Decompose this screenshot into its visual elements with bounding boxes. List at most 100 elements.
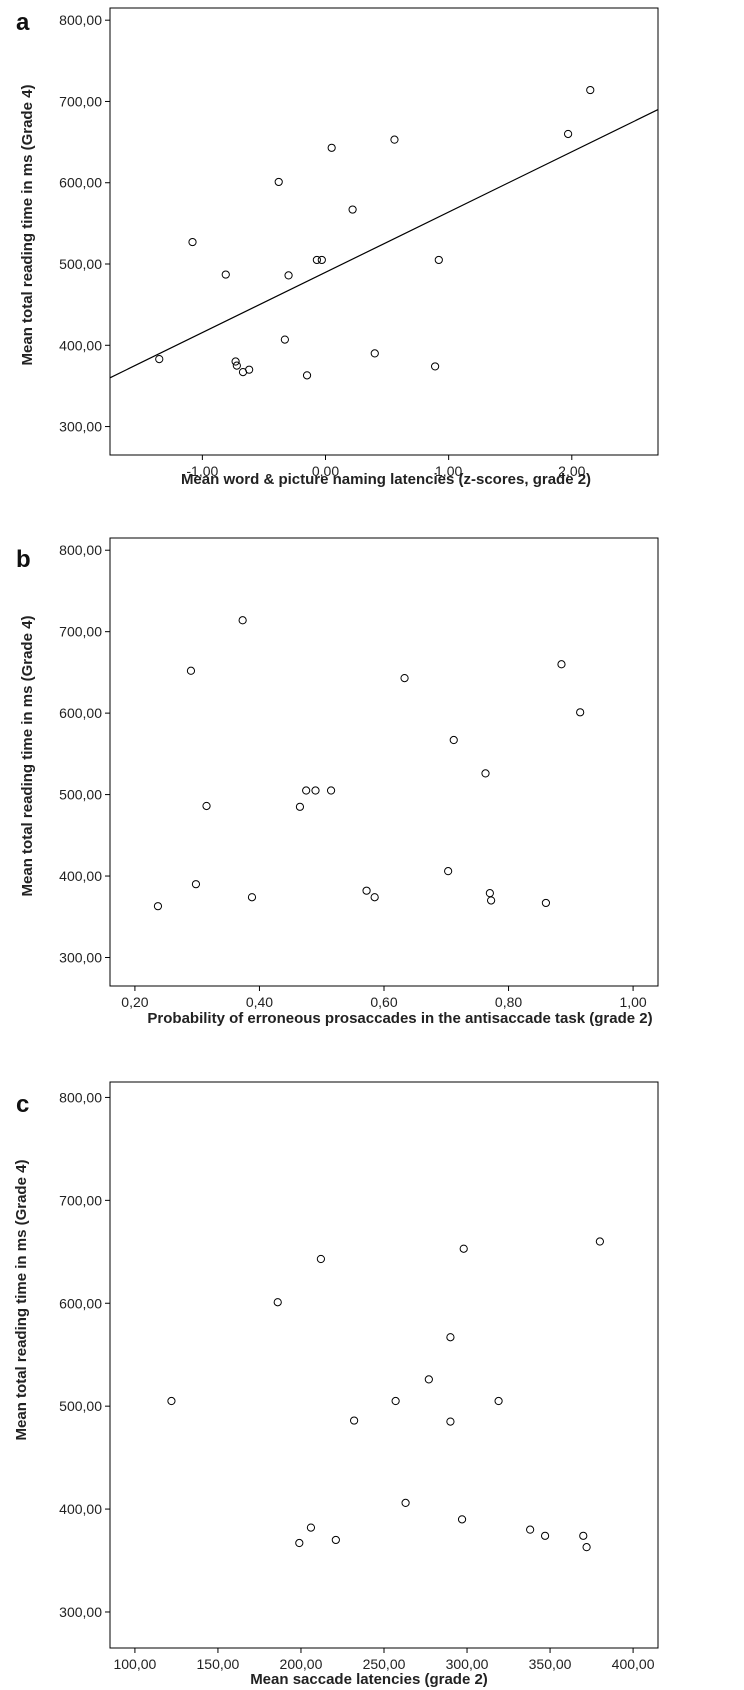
panel-c: c Mean total reading time in ms (Grade 4… bbox=[13, 1081, 659, 1688]
panel-c-plot-frame bbox=[109, 1081, 659, 1649]
panel-a-x-tick-label: 1,00 bbox=[435, 463, 462, 479]
panel-a-data-point bbox=[370, 349, 379, 358]
panel-a-data-point bbox=[564, 129, 573, 139]
panel-a-y-tick-label: 300,00 bbox=[59, 419, 102, 435]
panel-a-x-tick-label: 2,00 bbox=[558, 463, 585, 479]
panel-c-y-tick-label: 600,00 bbox=[59, 1295, 102, 1311]
panel-b-data-point bbox=[153, 902, 163, 911]
panel-a-data-point bbox=[586, 85, 595, 95]
panel-b-data-point bbox=[481, 769, 490, 778]
panel-a-y-tick-label: 400,00 bbox=[59, 337, 102, 353]
panel-a-plot-frame bbox=[109, 7, 659, 456]
panel-b-data-point bbox=[362, 886, 371, 895]
panel-a-data-point bbox=[312, 255, 321, 265]
panel-a-data-point bbox=[245, 365, 254, 374]
panel-c-x-tick-label: 300,00 bbox=[446, 1656, 489, 1672]
panel-a-data-point bbox=[221, 270, 230, 279]
panel-c-data-point bbox=[306, 1523, 316, 1532]
panel-a-x-tick-label: 0,00 bbox=[312, 463, 339, 479]
panel-c-data-point bbox=[446, 1417, 455, 1426]
panel-a-x-axis-label: Mean word & picture naming latencies (z-… bbox=[181, 471, 591, 488]
panel-b-data-point bbox=[576, 708, 585, 717]
panel-b-y-tick-label: 400,00 bbox=[59, 868, 102, 884]
panel-c-data-point bbox=[350, 1416, 359, 1425]
panel-b-y-tick-label: 300,00 bbox=[59, 949, 102, 965]
panel-a-data-point bbox=[317, 255, 326, 265]
panel-b-y-tick-label: 800,00 bbox=[59, 542, 102, 558]
panel-c-x-tick-label: 350,00 bbox=[529, 1656, 572, 1672]
panel-c-data-point bbox=[540, 1531, 550, 1540]
panel-c-data-point bbox=[424, 1375, 433, 1384]
panel-b-data-point bbox=[238, 616, 247, 625]
panel-b-x-tick-label: 0,80 bbox=[495, 994, 522, 1010]
panel-a-data-point bbox=[280, 335, 289, 344]
panel-a-data-point bbox=[431, 362, 440, 371]
panel-a-fit-line bbox=[109, 109, 659, 379]
panel-c-letter: c bbox=[16, 1091, 29, 1118]
panel-c-data-point bbox=[295, 1538, 304, 1548]
panel-b-data-point bbox=[541, 898, 551, 908]
panel-c-data-point bbox=[457, 1515, 467, 1524]
panel-a-data-point bbox=[231, 357, 240, 366]
panel-b-data-point bbox=[444, 867, 453, 876]
panel-a-y-axis-label: Mean total reading time in ms (Grade 4) bbox=[19, 85, 36, 366]
panel-a-data-point bbox=[390, 135, 399, 144]
panel-b-x-axis-label: Probability of erroneous prosaccades in … bbox=[147, 1010, 652, 1027]
panel-b-data-point bbox=[487, 896, 496, 905]
panel-a-y-tick-label: 600,00 bbox=[59, 175, 102, 191]
panel-a-letter: a bbox=[16, 9, 30, 36]
panel-c-x-axis-label: Mean saccade latencies (grade 2) bbox=[250, 1671, 488, 1688]
panel-a-data-point bbox=[232, 361, 241, 370]
panel-b-data-point bbox=[311, 786, 320, 795]
panel-c-x-tick-label: 200,00 bbox=[280, 1656, 323, 1672]
panel-a-data-point bbox=[302, 371, 312, 380]
panel-c-data-point bbox=[595, 1237, 604, 1246]
panel-b-data-point bbox=[191, 880, 201, 889]
panel-b: b Mean total reading time in ms (Grade 4… bbox=[16, 537, 659, 1027]
panel-a-y-tick-label: 500,00 bbox=[59, 256, 102, 272]
panel-c-y-tick-label: 300,00 bbox=[59, 1604, 102, 1620]
panel-a-data-point bbox=[348, 205, 357, 214]
panel-c-y-tick-label: 700,00 bbox=[59, 1192, 102, 1208]
panel-a-data-point bbox=[284, 271, 293, 280]
panel-c-data-point bbox=[459, 1244, 468, 1253]
panel-b-data-point bbox=[302, 786, 311, 795]
panel-c-data-point bbox=[391, 1396, 400, 1406]
panel-a-data-point bbox=[274, 177, 283, 187]
panel-a-y-tick-label: 800,00 bbox=[59, 12, 102, 28]
panel-c-data-point bbox=[582, 1543, 591, 1552]
panel-b-y-tick-label: 500,00 bbox=[59, 787, 102, 803]
panel-b-data-point bbox=[400, 674, 409, 683]
panel-b-data-point bbox=[202, 801, 211, 811]
panel-c-y-tick-label: 400,00 bbox=[59, 1501, 102, 1517]
panel-c-data-point bbox=[494, 1396, 503, 1406]
panel-c-data-point bbox=[446, 1333, 455, 1342]
panel-a-data-point bbox=[155, 354, 164, 364]
panel-c-data-point bbox=[273, 1298, 282, 1307]
panel-c-data-point bbox=[167, 1396, 176, 1406]
panel-b-data-point bbox=[326, 786, 336, 795]
panel-b-plot-frame bbox=[109, 537, 659, 987]
panel-c-y-tick-label: 800,00 bbox=[59, 1089, 102, 1105]
panel-a: a Mean total reading time in ms (Grade 4… bbox=[16, 7, 659, 488]
panel-b-x-tick-label: 0,20 bbox=[121, 994, 148, 1010]
panel-a-x-tick-label: -1,00 bbox=[186, 463, 218, 479]
panel-b-letter: b bbox=[16, 546, 31, 573]
panel-a-data-point bbox=[188, 237, 197, 247]
panel-a-y-tick-label: 700,00 bbox=[59, 93, 102, 109]
panel-c-x-tick-label: 250,00 bbox=[363, 1656, 406, 1672]
panel-c-data-point bbox=[401, 1498, 410, 1507]
panel-c-data-point bbox=[579, 1531, 588, 1540]
panel-c-data-point bbox=[316, 1254, 325, 1264]
panel-b-data-point bbox=[370, 893, 379, 902]
panel-c-x-tick-label: 150,00 bbox=[197, 1656, 240, 1672]
panel-b-y-tick-label: 600,00 bbox=[59, 705, 102, 721]
panel-b-x-tick-label: 0,60 bbox=[370, 994, 397, 1010]
panel-b-data-point bbox=[186, 666, 196, 675]
panel-b-data-point bbox=[295, 802, 305, 811]
panel-c-x-tick-label: 400,00 bbox=[612, 1656, 655, 1672]
panel-b-data-point bbox=[485, 889, 494, 898]
panel-a-data-point bbox=[327, 143, 336, 152]
panel-b-y-tick-label: 700,00 bbox=[59, 624, 102, 640]
